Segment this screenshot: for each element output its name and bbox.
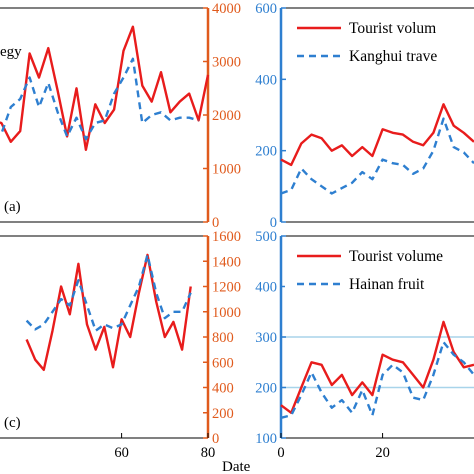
y-tick-label-a-3: 3000 bbox=[212, 55, 241, 71]
y-tick-label-a-0: 0 bbox=[212, 215, 219, 231]
y-tick-label-c-7: 1400 bbox=[212, 254, 241, 270]
y-tick-label-d-2: 300 bbox=[255, 330, 277, 346]
panel-label-c: (c) bbox=[4, 415, 21, 431]
y-tick-label-c-6: 1200 bbox=[212, 280, 241, 296]
y-tick-label-d-1: 200 bbox=[255, 381, 277, 397]
series-line-a-1 bbox=[0, 57, 199, 141]
series-line-d-0 bbox=[280, 320, 474, 414]
y-tick-label-b-2: 400 bbox=[255, 72, 277, 88]
y-tick-label-b-1: 200 bbox=[255, 144, 277, 160]
series-line-d-1 bbox=[280, 340, 474, 419]
panel-a: (a) egy 0 1000 2000 3000 4000 bbox=[0, 1, 241, 231]
y-tick-label-b-0: 0 bbox=[270, 215, 277, 231]
x-tick-label-d-0: 0 bbox=[277, 445, 284, 461]
panel-c: (c) Date 0 200 400 600 800 1000 1200 1400 1600 60… bbox=[0, 229, 251, 474]
y-tick-label-c-4: 800 bbox=[212, 330, 234, 346]
legend-label-d-0: Tourist volume bbox=[349, 248, 443, 265]
y-tick-label-a-4: 4000 bbox=[212, 1, 241, 17]
series-line-c-1 bbox=[25, 253, 192, 332]
x-tick-label-c-0: 60 bbox=[114, 445, 129, 461]
y-tick-label-c-3: 600 bbox=[212, 355, 234, 371]
y-tick-label-b-3: 600 bbox=[255, 1, 277, 17]
y-tick-label-c-0: 0 bbox=[212, 431, 219, 447]
legend-fragment-a: egy bbox=[0, 44, 22, 60]
panel-b: 0 200 400 600 Tourist volum Kanghui trave bbox=[255, 1, 474, 231]
y-tick-label-a-1: 1000 bbox=[212, 162, 241, 178]
x-tick-label-d-1: 20 bbox=[375, 445, 390, 461]
panel-d: 100 200 300 400 500 0 20 Tourist volume Hainan f… bbox=[255, 229, 474, 461]
legend-box-d bbox=[285, 238, 474, 296]
legend-label-b-0: Tourist volum bbox=[349, 20, 436, 37]
legend-label-d-1: Hainan fruit bbox=[349, 276, 425, 293]
y-tick-label-a-2: 2000 bbox=[212, 108, 241, 124]
legend-box-b bbox=[285, 10, 474, 68]
series-line-b-0 bbox=[280, 103, 474, 167]
x-axis-label-date: Date bbox=[222, 459, 251, 474]
series-line-b-1 bbox=[280, 117, 474, 195]
panel-label-a: (a) bbox=[4, 199, 21, 215]
x-tick-label-c-1: 80 bbox=[201, 445, 216, 461]
y-tick-label-d-0: 100 bbox=[255, 431, 277, 447]
y-tick-label-d-4: 500 bbox=[255, 229, 277, 245]
y-tick-label-c-5: 1000 bbox=[212, 305, 241, 321]
legend-label-b-1: Kanghui trave bbox=[349, 48, 437, 65]
y-tick-label-d-3: 400 bbox=[255, 280, 277, 296]
y-tick-label-c-1: 200 bbox=[212, 406, 234, 422]
y-tick-label-c-8: 1600 bbox=[212, 229, 241, 245]
series-line-c-0 bbox=[25, 253, 192, 371]
series-line-a-0 bbox=[0, 25, 210, 152]
y-tick-label-c-2: 400 bbox=[212, 381, 234, 397]
